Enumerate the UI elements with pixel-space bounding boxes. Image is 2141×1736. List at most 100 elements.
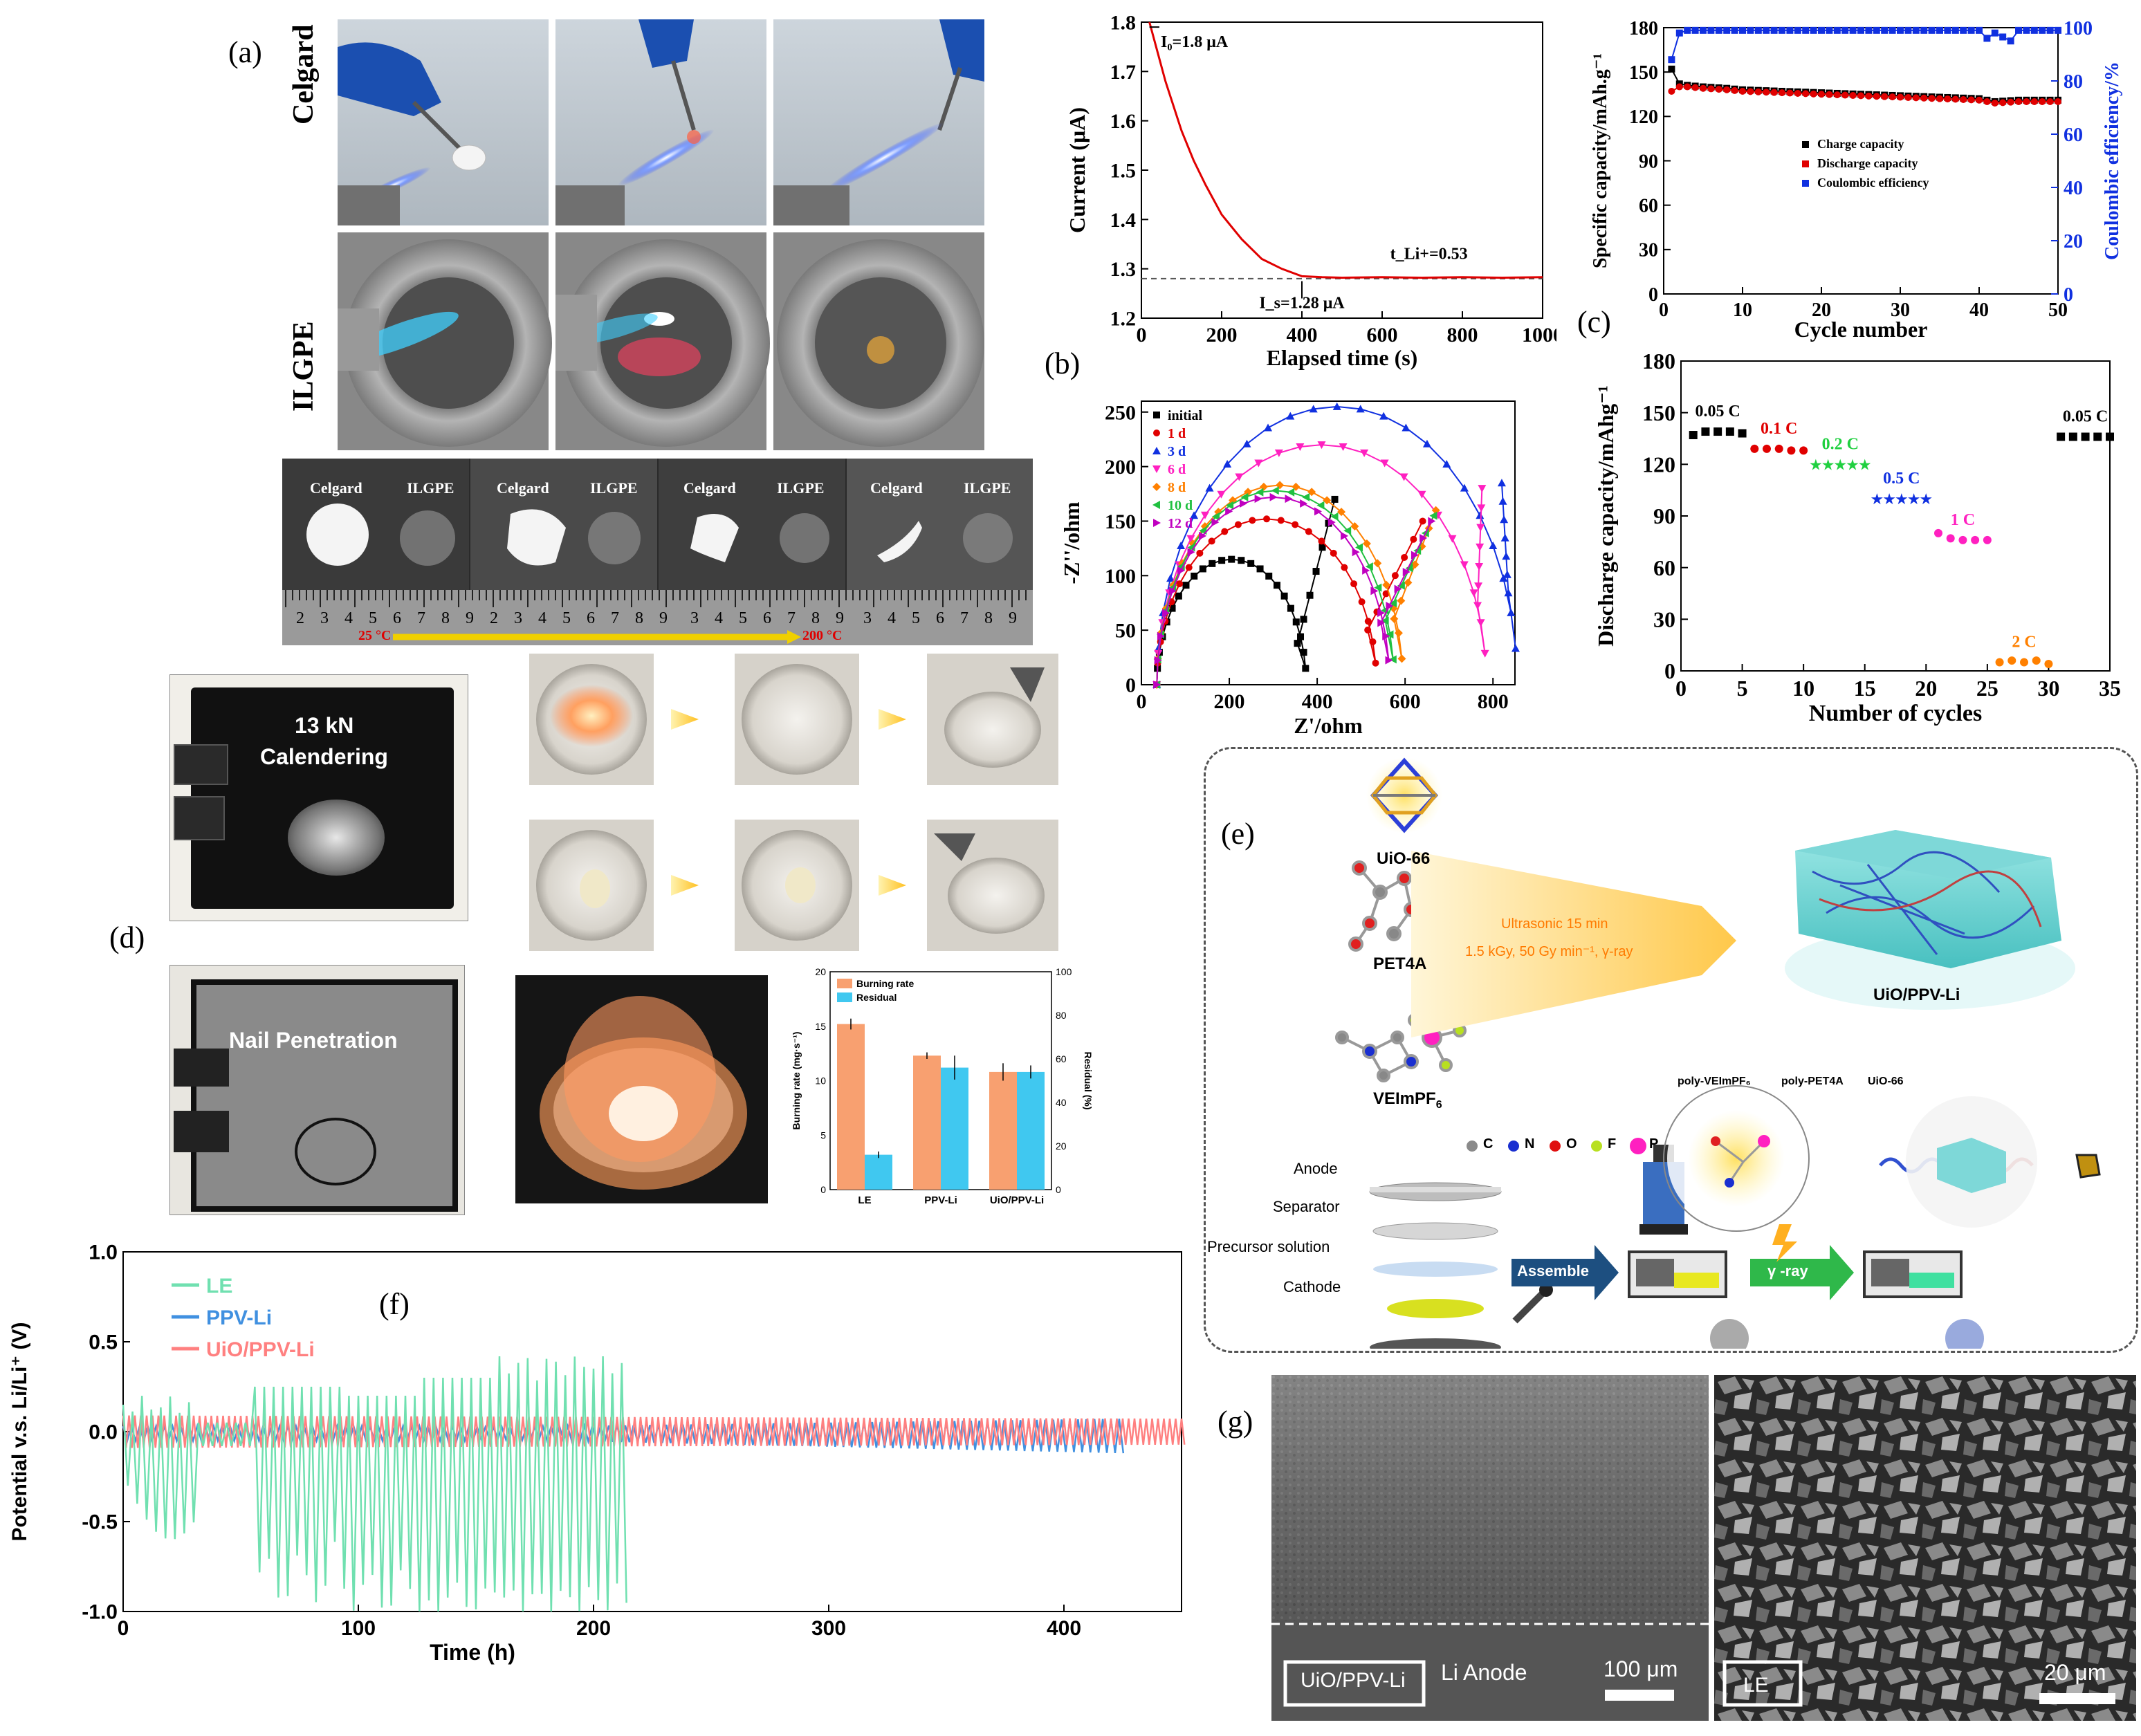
celgard-disc-4: [877, 521, 922, 562]
petri-2b: [735, 820, 859, 951]
rate-point: ★: [1821, 456, 1835, 473]
panel-label-a: (a): [228, 35, 262, 69]
cycling-point: [2030, 26, 2038, 34]
current-curve: [1148, 21, 1543, 279]
burning-ytick2-label: 20: [1056, 1141, 1067, 1152]
rate-point: [2106, 432, 2114, 441]
rate-point: [2057, 432, 2066, 441]
uio-ppv-li-gel: [1785, 830, 2075, 1010]
cycling-point: [1786, 89, 1794, 97]
cycling-point: [1826, 26, 1833, 34]
cycling-point: [1802, 90, 1810, 98]
nyquist-point: [1249, 517, 1256, 524]
cycling-point: [1794, 89, 1801, 97]
cycling-point: [1802, 26, 1810, 34]
rate-point: [2093, 432, 2102, 441]
nyquist-point: [1350, 522, 1359, 531]
pet4a-label: PET4A: [1373, 954, 1427, 973]
nyquist-point: [1306, 591, 1314, 599]
nyquist-point: [1364, 626, 1372, 634]
nyquist-point: [1417, 490, 1426, 499]
potential-legend-text: UiO/PPV-Li: [206, 1338, 315, 1361]
nyquist-point: [1223, 459, 1232, 468]
rate-xtick-label: 30: [2037, 676, 2059, 701]
burning-legend-marker: [837, 992, 852, 1002]
nyquist-point: [1394, 584, 1402, 593]
nyquist-point: [1373, 559, 1382, 568]
nail-penetration-photo: Nail Penetration: [169, 965, 465, 1215]
nyquist-point: [1356, 405, 1365, 413]
ruler-digit: 3: [514, 609, 522, 627]
strip-label-4: ILGPE: [590, 479, 638, 497]
cycling-point: [2023, 98, 2030, 105]
nyquist-point: [1187, 548, 1195, 557]
cycling-point: [1668, 65, 1675, 73]
cycling-xtick-label: 30: [1891, 299, 1910, 321]
nyquist-point: [1352, 548, 1360, 557]
rate-point: [1787, 446, 1796, 455]
nyquist-point: [1382, 631, 1390, 640]
nyquist-point: [1411, 551, 1419, 560]
petri-1c: [927, 654, 1058, 785]
nyquist-point: [1460, 483, 1469, 492]
rate-label-5: 2 C: [2012, 634, 2036, 652]
condition-1: Ultrasonic 15 min: [1501, 916, 1608, 932]
nyquist-point: [1394, 629, 1403, 638]
cycling-point: [1739, 26, 1746, 34]
ruler-digit: 4: [715, 609, 723, 627]
rate-point: [2007, 656, 2016, 665]
cycling-ytick-label: 180: [1629, 18, 1658, 39]
le-line: [122, 1356, 627, 1612]
rate-point: [1738, 429, 1747, 438]
legend-uio66: UiO-66: [1868, 1075, 1904, 1087]
nyquist-point: [1448, 535, 1457, 543]
nyquist-legend-text: 12 d: [1168, 516, 1193, 531]
cycling-point: [1723, 86, 1731, 93]
potential-xtick-label: 300: [811, 1617, 846, 1640]
cycling-point: [1700, 26, 1707, 34]
nyquist-ytick-label: 200: [1105, 456, 1136, 479]
nyquist-point: [1286, 412, 1295, 420]
cycling-point: [1763, 89, 1770, 96]
nyquist-point: [1292, 521, 1299, 528]
residual-bar: [941, 1067, 968, 1190]
nyquist-point: [1388, 655, 1397, 664]
rate-frame: [1680, 360, 2111, 672]
ruler-digit: 8: [635, 609, 643, 627]
ruler-digit: 3: [690, 609, 699, 627]
cycling-point: [1684, 26, 1691, 34]
annotation-tli: t_Li+=0.53: [1390, 245, 1468, 263]
nyquist-point: [1154, 656, 1162, 665]
burning-legend-text: Burning rate: [856, 978, 914, 989]
ruler-digit: 7: [960, 609, 968, 627]
burning-category: UiO/PPV-Li: [990, 1194, 1044, 1206]
atom-legend: [1467, 1138, 1646, 1154]
burning-legend-marker: [837, 979, 852, 988]
nyquist-point: [1502, 552, 1511, 560]
panel-label-f: (f): [379, 1287, 410, 1321]
nyquist-point: [1382, 580, 1391, 589]
nyquist-point: [1386, 601, 1394, 610]
cycling-point: [2015, 26, 2022, 34]
cycling-point: [1960, 26, 1967, 34]
nyquist-point: [1280, 592, 1288, 600]
layer-precursor: Precursor solution: [1207, 1238, 1330, 1255]
nyquist-point: [1341, 531, 1349, 540]
nyquist-point: [1377, 618, 1386, 627]
ruler-digit: 8: [441, 609, 450, 627]
nyquist-point: [1226, 501, 1234, 510]
nyquist-point: [1218, 557, 1226, 564]
sem-surface: [1714, 1375, 2136, 1721]
nyquist-point: [1177, 562, 1185, 571]
atom-dot: [1591, 1141, 1602, 1152]
nyquist-point: [1500, 515, 1509, 524]
gamma-label: γ -ray: [1767, 1262, 1808, 1280]
atom-dot: [1550, 1141, 1561, 1152]
cycling-ytick-label: 90: [1639, 151, 1658, 172]
cycling-point: [1936, 95, 1943, 102]
nyquist-point: [1498, 497, 1507, 505]
nyquist-point: [1285, 495, 1293, 504]
nyquist-point: [1316, 501, 1325, 510]
ruler-digit: 4: [888, 609, 896, 627]
nyquist-xlabel: Z'/ohm: [1294, 713, 1363, 738]
